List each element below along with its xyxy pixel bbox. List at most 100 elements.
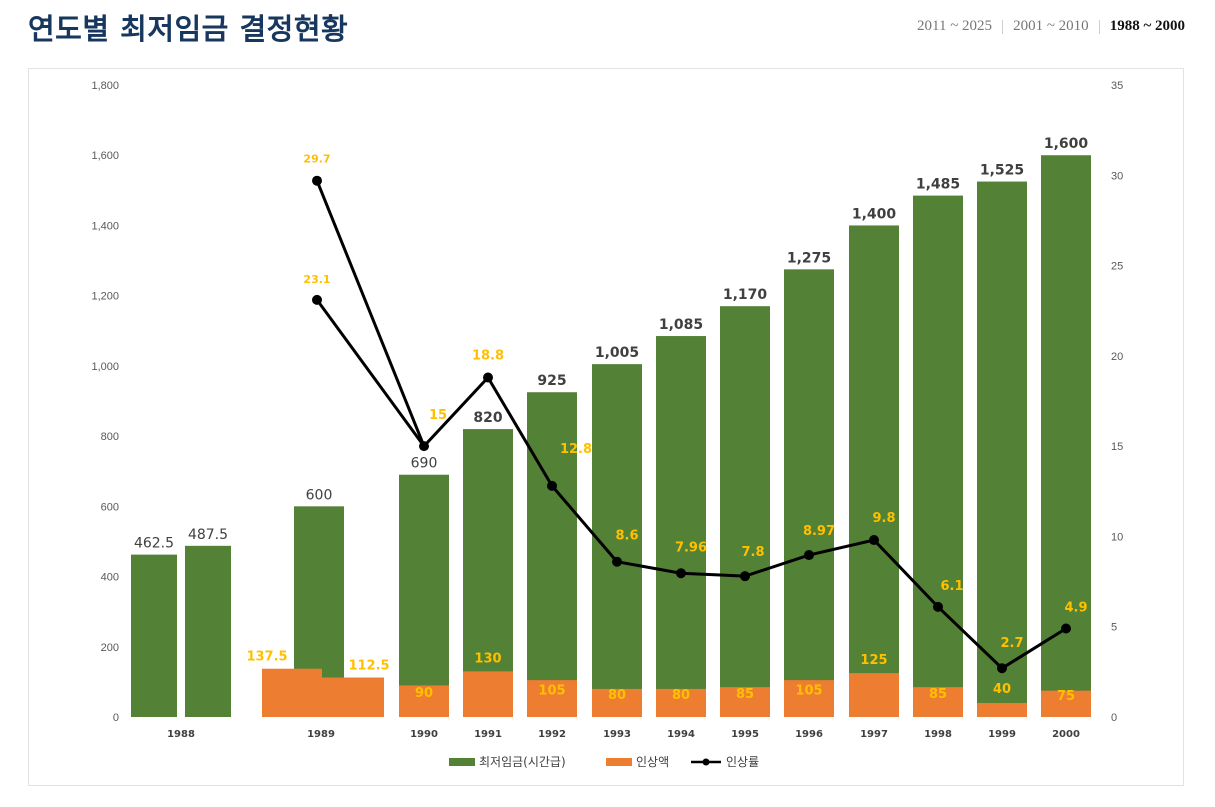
rate-value-label: 8.6 [615, 529, 638, 544]
increase-value-label: 112.5 [348, 659, 389, 674]
left-axis-tick-label: 0 [113, 712, 119, 724]
wage-value-label: 1,275 [787, 250, 831, 266]
wage-value-label: 487.5 [188, 527, 228, 543]
rate-point-2000 [1061, 623, 1071, 634]
left-axis-tick-label: 1,600 [91, 150, 119, 162]
increase-bar-1989-0 [262, 668, 322, 717]
wage-value-label: 925 [537, 373, 566, 389]
wage-bar-1998 [913, 195, 963, 718]
wage-bar-1997 [849, 225, 899, 717]
wage-bar-1996 [784, 269, 834, 717]
wage-bar-1988-1 [185, 545, 231, 717]
legend-label-rate: 인상률 [726, 755, 759, 769]
increase-bar-1990 [399, 685, 449, 717]
rate-point-1989-0 [312, 175, 322, 186]
rate-value-label: 9.8 [872, 511, 895, 526]
x-axis-label-2000: 2000 [1052, 729, 1080, 740]
tab-divider [1098, 19, 1100, 34]
right-axis-tick-label: 5 [1111, 622, 1117, 634]
rate-point-1994 [676, 568, 686, 579]
legend-label-increase: 인상액 [636, 755, 669, 769]
minimum-wage-chart: 0 200 400 600 800 1,000 1,200 1,400 1,600 1,800 0 5… [91, 80, 1123, 769]
rate-line-segment [315, 180, 426, 447]
rate-point-1997 [869, 535, 879, 546]
rate-value-label: 12.8 [560, 442, 592, 457]
wage-value-label: 1,170 [723, 287, 768, 303]
increase-bar-1993 [592, 688, 642, 717]
increase-bar-1997 [849, 673, 899, 717]
x-axis-label-1995: 1995 [731, 729, 759, 740]
x-axis-label-1989: 1989 [307, 729, 335, 740]
increase-value-label: 85 [929, 687, 947, 702]
x-axis-label-1994: 1994 [667, 729, 695, 740]
rate-point-1992 [547, 480, 557, 491]
increase-bar-1992 [527, 680, 577, 717]
increase-bar-1999 [977, 702, 1027, 717]
wage-bar-1995 [720, 306, 770, 717]
increase-value-label: 80 [608, 688, 626, 703]
legend-label-wage: 최저임금(시간급) [479, 755, 566, 769]
wage-value-label: 690 [411, 456, 438, 472]
wage-bar-1999 [977, 181, 1027, 718]
right-axis-tick-label: 0 [1111, 712, 1117, 724]
right-axis-tick-label: 10 [1111, 531, 1123, 543]
increase-value-label: 40 [993, 682, 1011, 697]
rate-point-1998 [933, 601, 943, 612]
rate-value-label: 6.1 [940, 579, 963, 594]
wage-value-label: 820 [473, 410, 502, 426]
rate-value-label: 18.8 [472, 349, 504, 364]
x-axis-label-1996: 1996 [795, 729, 823, 740]
increase-value-label: 90 [415, 686, 433, 701]
wage-bar-1990 [399, 474, 449, 717]
left-axis-tick-label: 1,400 [91, 220, 119, 232]
rate-point-1990 [419, 441, 429, 452]
increase-value-label: 137.5 [246, 650, 287, 665]
legend-swatch-increase [606, 758, 632, 766]
increase-value-label: 130 [474, 651, 501, 666]
legend-swatch-wage [449, 758, 475, 766]
left-axis-tick-label: 200 [101, 642, 119, 654]
x-axis-label-1992: 1992 [538, 729, 566, 740]
wage-value-label: 1,005 [595, 345, 639, 361]
x-axis-label-1988: 1988 [167, 729, 195, 740]
rate-value-label: 8.97 [803, 524, 835, 539]
x-axis-label-1993: 1993 [603, 729, 631, 740]
wage-value-label: 462.5 [134, 536, 174, 552]
right-axis-tick-label: 25 [1111, 261, 1123, 273]
increase-bar-1994 [656, 688, 706, 717]
left-axis-tick-label: 800 [101, 431, 119, 443]
tab-1988-2000[interactable]: 1988 ~ 2000 [1109, 18, 1185, 34]
wage-bar-1994 [656, 336, 706, 717]
increase-value-label: 105 [538, 684, 565, 699]
page-title: 연도별 최저임금 결정현황 [28, 12, 349, 46]
increase-bar-2000 [1041, 690, 1091, 717]
tab-divider [1002, 19, 1004, 34]
increase-bar-1996 [784, 680, 834, 717]
increase-value-label: 105 [795, 684, 822, 699]
rate-line [315, 298, 1067, 671]
tab-2001-2010[interactable]: 2001 ~ 2010 [1013, 18, 1089, 34]
rate-point-1989-1 [312, 294, 322, 305]
rate-value-label: 29.7 [303, 153, 330, 166]
legend-marker-rate [702, 758, 710, 766]
right-axis-tick-label: 20 [1111, 351, 1123, 363]
increase-bar-1998 [913, 687, 963, 717]
x-axis-label-1998: 1998 [924, 729, 952, 740]
x-axis-label-1997: 1997 [860, 729, 888, 740]
rate-value-label: 7.8 [741, 545, 764, 560]
x-axis-label-1991: 1991 [474, 729, 502, 740]
rate-point-1995 [740, 571, 750, 582]
rate-value-label: 23.1 [303, 273, 330, 286]
wage-bar-1991 [463, 429, 513, 717]
wage-value-label: 1,400 [852, 206, 897, 222]
increase-value-label: 125 [860, 653, 887, 668]
left-axis-tick-label: 400 [101, 572, 119, 584]
increase-value-label: 85 [736, 687, 754, 702]
x-axis-label-1990: 1990 [410, 729, 438, 740]
increase-value-label: 80 [672, 688, 690, 703]
rate-value-label: 4.9 [1064, 601, 1087, 616]
left-axis-tick-label: 1,800 [91, 80, 119, 92]
tab-2011-2025[interactable]: 2011 ~ 2025 [917, 18, 993, 34]
rate-point-1999 [997, 663, 1007, 674]
wage-value-label: 1,600 [1044, 136, 1089, 152]
